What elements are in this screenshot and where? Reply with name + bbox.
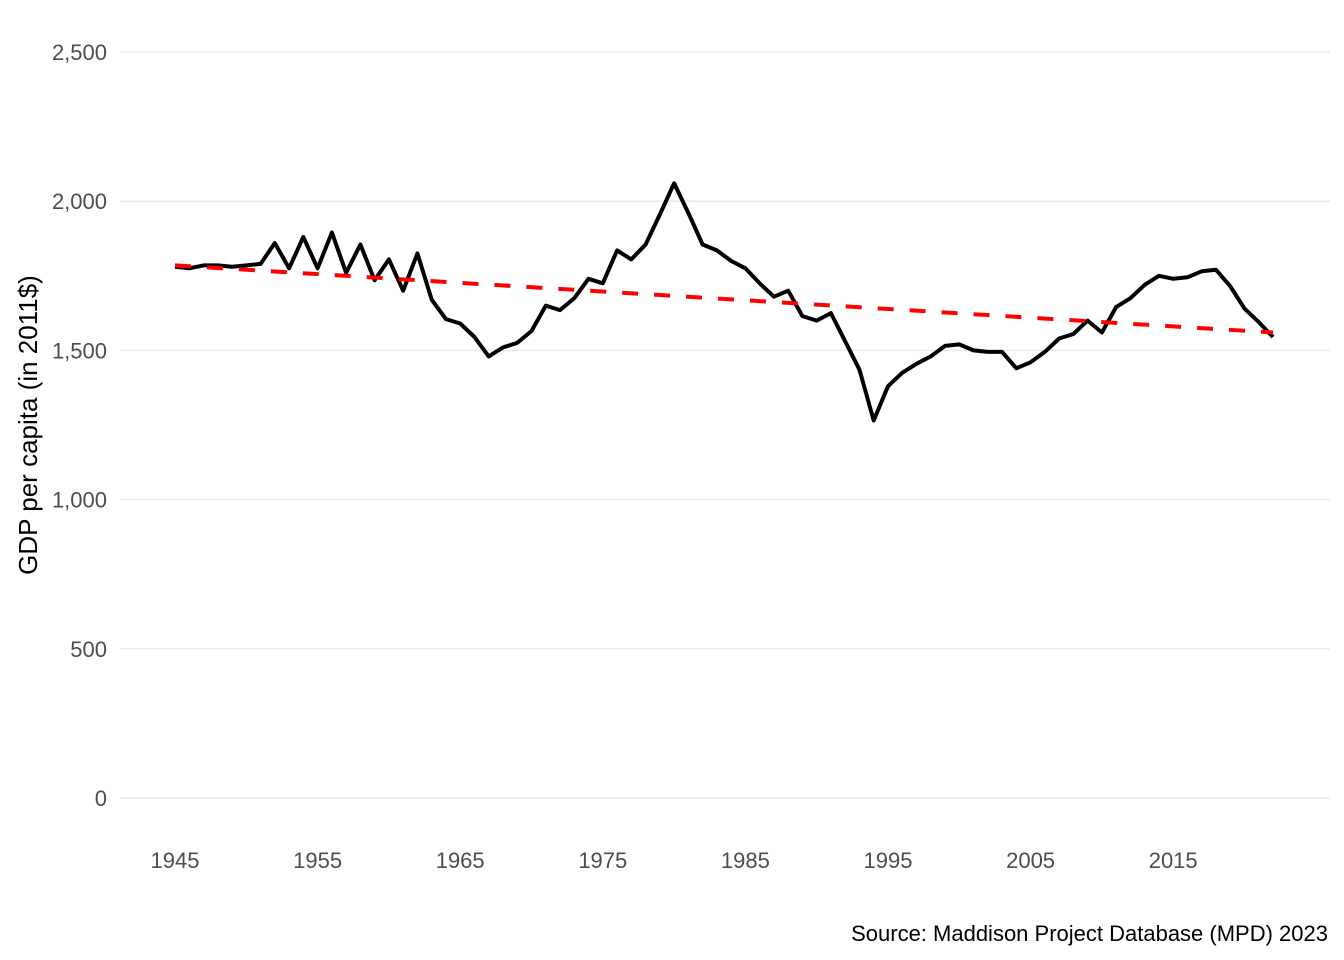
x-tick-label: 1985 (721, 848, 770, 873)
x-tick-label: 2005 (1006, 848, 1055, 873)
y-axis-label: GDP per capita (in 2011$) (13, 275, 43, 575)
x-tick-label: 1965 (436, 848, 485, 873)
gridlines (120, 51, 1330, 799)
x-tick-label: 1945 (151, 848, 200, 873)
y-tick-label: 0 (95, 786, 107, 811)
x-tick-label: 1975 (578, 848, 627, 873)
x-tick-labels: 1945 1955 1965 1975 1985 1995 2005 2015 (151, 848, 1198, 873)
x-tick-label: 1995 (864, 848, 913, 873)
trend-line (174, 263, 1274, 335)
x-tick-label: 2015 (1149, 848, 1198, 873)
y-tick-label: 500 (70, 637, 107, 662)
x-tick-label: 1955 (293, 848, 342, 873)
source-caption: Source: Maddison Project Database (MPD) … (851, 921, 1328, 946)
y-tick-label: 1,500 (52, 338, 107, 363)
y-tick-label: 2,500 (52, 40, 107, 65)
gdp-line (174, 181, 1275, 423)
series-lines (174, 181, 1275, 423)
y-tick-label: 1,000 (52, 488, 107, 513)
y-tick-label: 2,000 (52, 189, 107, 214)
y-tick-labels: 0 500 1,000 1,500 2,000 2,500 (52, 40, 107, 811)
